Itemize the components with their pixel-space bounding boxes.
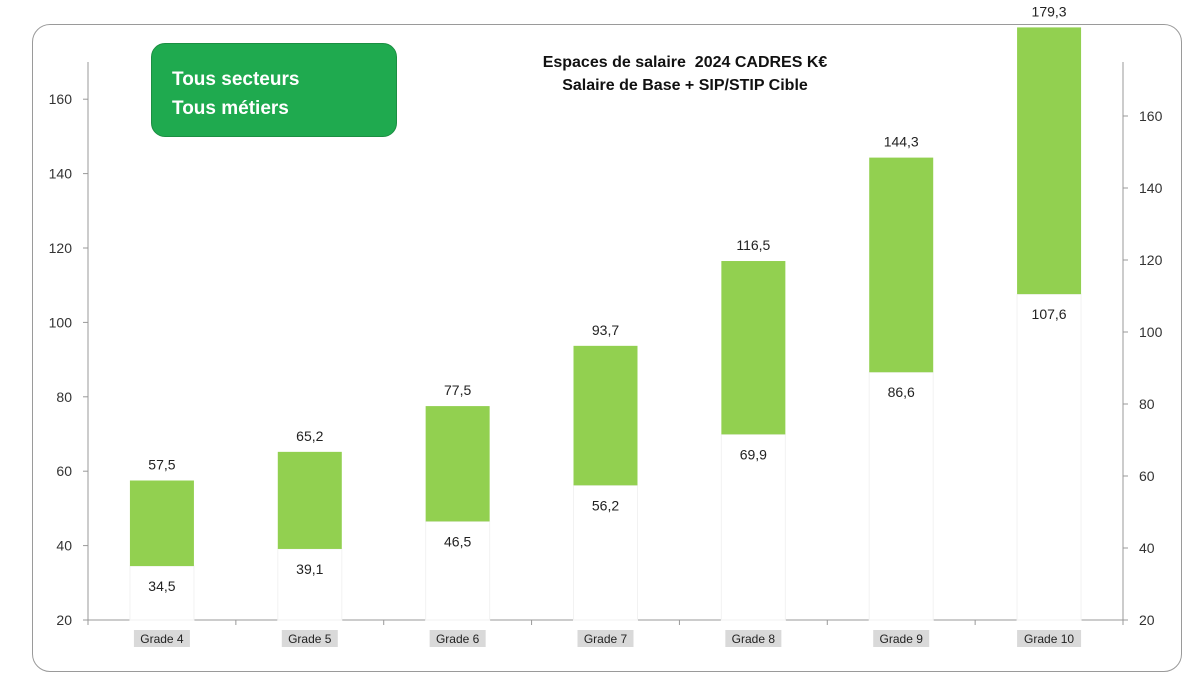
low-value-label: 56,2 [592,497,619,513]
high-value-label: 57,5 [148,457,175,473]
category-label: Grade 8 [732,632,776,646]
base-bar [720,433,786,621]
y-right-tick-label: 40 [1139,540,1155,556]
category-label: Grade 5 [288,632,332,646]
range-bar [425,406,490,522]
y-right-tick-label: 80 [1139,396,1155,412]
low-value-label: 46,5 [444,533,471,549]
category-label-bg [281,630,338,647]
range-bar [1017,27,1082,295]
base-bar [129,565,195,621]
y-right-tick-label: 160 [1139,108,1163,124]
y-right-tick-label: 120 [1139,252,1163,268]
base-bar [868,371,934,621]
chart-title: Espaces de salaire 2024 CADRES K€ [542,54,828,71]
base-bar [277,548,343,621]
y-left-tick-label: 40 [56,538,72,554]
high-value-label: 179,3 [1032,3,1067,19]
high-value-label: 77,5 [444,382,471,398]
category-label-bg [873,630,930,647]
low-value-label: 34,5 [148,578,175,594]
category-label: Grade 10 [1024,632,1074,646]
category-label: Grade 7 [584,632,628,646]
category-label: Grade 4 [140,632,184,646]
high-value-label: 144,3 [884,134,919,150]
category-label: Grade 6 [436,632,480,646]
range-bar [721,261,786,435]
base-bar [1016,293,1082,621]
high-value-label: 116,5 [736,237,770,253]
base-bar [573,484,638,621]
low-value-label: 69,9 [740,446,767,462]
y-left-tick-label: 140 [49,166,73,182]
y-left-tick-label: 60 [56,463,72,479]
base-bar [425,520,491,621]
category-label-bg [1017,630,1082,647]
scope-badge: Tous secteurs Tous métiers [151,43,397,137]
range-bar [573,345,638,486]
category-label-bg [133,630,190,647]
y-left-tick-label: 100 [49,314,73,330]
y-left-tick-label: 160 [49,91,73,107]
y-right-tick-label: 100 [1139,324,1163,340]
low-value-label: 86,6 [888,384,915,400]
low-value-label: 39,1 [296,561,323,577]
category-label: Grade 9 [880,632,924,646]
y-right-tick-label: 60 [1139,468,1155,484]
category-label-bg [725,630,782,647]
chart-title-block: Espaces de salaire 2024 CADRES K€ Salair… [480,51,890,97]
y-right-tick-label: 20 [1139,612,1155,628]
y-left-tick-label: 80 [56,389,72,405]
badge-line-1: Tous secteurs [172,69,300,90]
category-label-bg [577,630,634,647]
y-right-tick-label: 140 [1139,180,1163,196]
y-left-tick-label: 20 [56,612,72,628]
category-label-bg [429,630,486,647]
range-bar [277,451,342,549]
high-value-label: 93,7 [592,322,619,338]
low-value-label: 107,6 [1032,306,1067,322]
chart-subtitle: Salaire de Base + SIP/STIP Cible [562,77,808,94]
badge-line-2: Tous métiers [172,98,289,119]
range-bar [129,480,194,567]
y-left-tick-label: 120 [49,240,73,256]
range-bar [869,157,934,373]
high-value-label: 65,2 [296,428,323,444]
